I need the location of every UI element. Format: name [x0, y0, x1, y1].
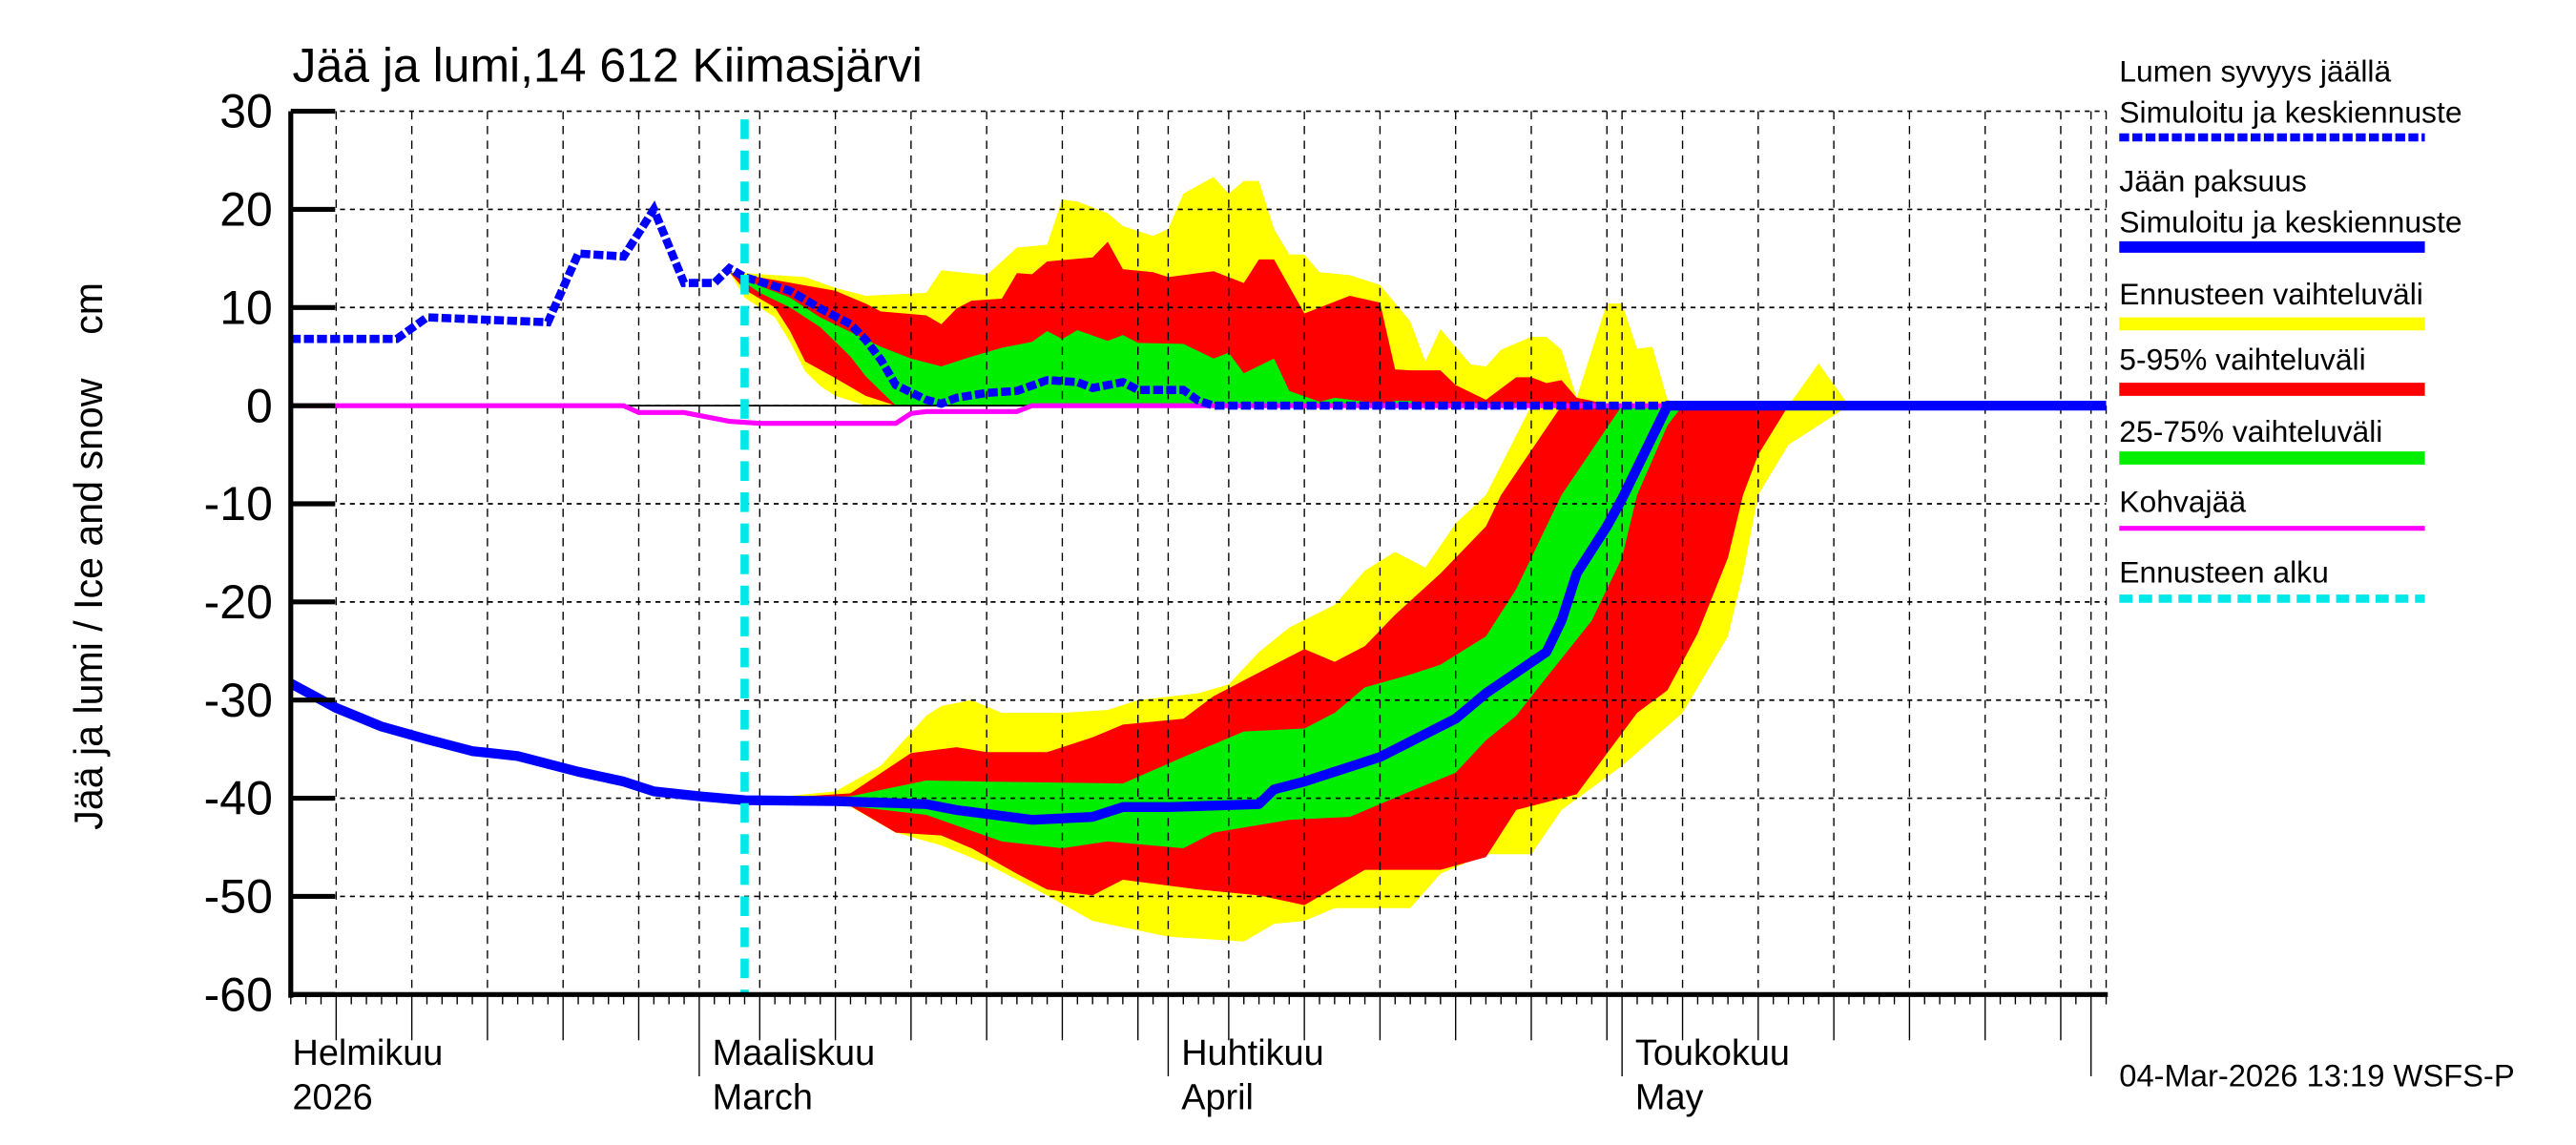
x-month-label: Helmikuu — [293, 1033, 444, 1073]
x-month-sublabel: May — [1635, 1077, 1704, 1117]
x-month-label: Huhtikuu — [1181, 1033, 1323, 1073]
footer-timestamp: 04-Mar-2026 13:19 WSFS-P — [2119, 1057, 2514, 1093]
legend-snow-sub: Simuloitu ja keskiennuste — [2119, 95, 2462, 130]
y-axis-label: Jää ja lumi / Ice and snow cm — [67, 282, 111, 830]
legend-ice-sub: Simuloitu ja keskiennuste — [2119, 204, 2462, 239]
ice-thickness-line — [288, 400, 2107, 825]
snow-p25-75-band — [729, 272, 1425, 406]
y-tick-label: 10 — [219, 281, 273, 335]
snow-depth-line — [290, 200, 2107, 410]
legend-range: Ennusteen vaihteluväli — [2119, 277, 2423, 311]
legend-kohva: Kohvajää — [2119, 485, 2246, 519]
forecast-bands — [729, 177, 1850, 942]
kohva-line — [290, 403, 2107, 427]
grid — [290, 110, 2108, 995]
x-month-sublabel: April — [1181, 1077, 1254, 1117]
y-tick-label: 30 — [219, 85, 273, 138]
y-tick-label: -30 — [204, 674, 273, 727]
x-month-sublabel: March — [713, 1077, 813, 1117]
y-tick-label: -10 — [204, 477, 273, 531]
y-tick-label: -40 — [204, 772, 273, 825]
y-tick-label: 20 — [219, 183, 273, 237]
chart-title: Jää ja lumi,14 612 Kiimasjärvi — [293, 39, 923, 93]
legend-p5-95: 5-95% vaihteluväli — [2119, 342, 2365, 376]
legend-snow-title: Lumen syvyys jäällä — [2119, 54, 2391, 89]
x-month-label: Maaliskuu — [713, 1033, 875, 1073]
x-month-sublabel: 2026 — [293, 1077, 373, 1117]
series-lines — [288, 119, 2107, 995]
x-month-label: Toukokuu — [1635, 1033, 1790, 1073]
y-tick-label: -60 — [204, 968, 273, 1022]
y-tick-labels: 30 20 10 0 -10 -20 -30 -40 -50 -60 — [204, 85, 273, 1022]
ice-p5-95-band — [744, 406, 1789, 906]
axes — [288, 109, 2109, 1076]
y-tick-label: -50 — [204, 870, 273, 924]
y-tick-label: -20 — [204, 575, 273, 629]
ice-p25-75-band — [744, 406, 1683, 849]
legend-ice-title: Jään paksuus — [2119, 164, 2306, 198]
legend: Lumen syvyys jäällä Simuloitu ja keskien… — [2119, 54, 2462, 603]
y-tick-label: 0 — [246, 379, 273, 432]
legend-p25-75: 25-75% vaihteluväli — [2119, 414, 2382, 448]
legend-forecast-start: Ennusteen alku — [2119, 554, 2328, 589]
